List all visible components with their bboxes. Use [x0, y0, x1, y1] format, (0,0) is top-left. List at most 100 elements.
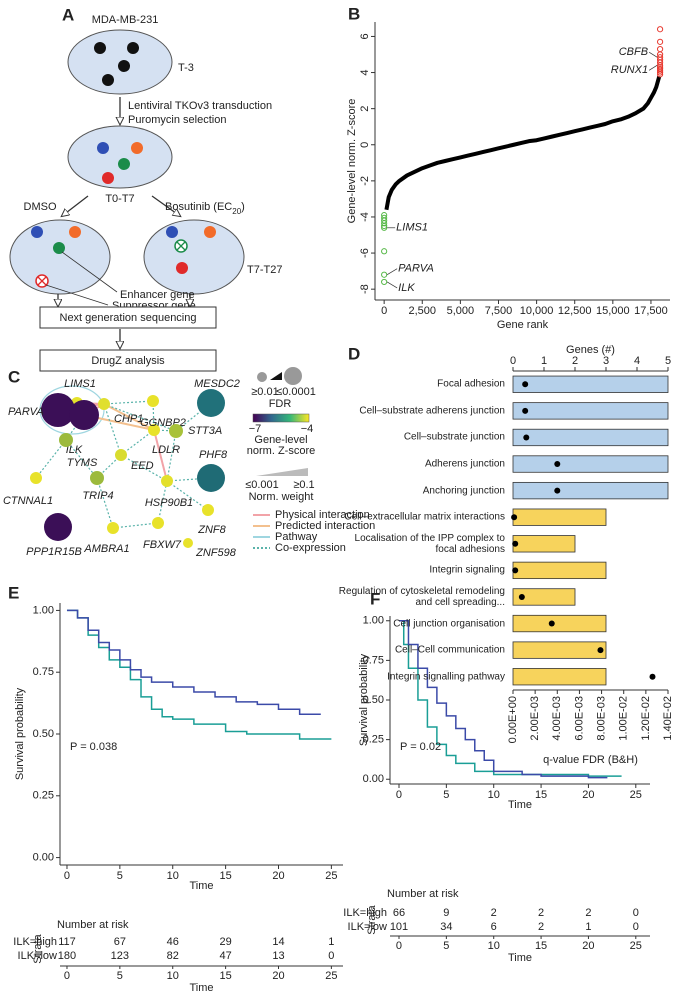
- network-edge: [103, 403, 177, 432]
- annotation-leader: [386, 268, 398, 276]
- network-edge: [96, 477, 114, 529]
- table-tick-label: 25: [325, 970, 337, 982]
- y-tick-label: 2: [359, 106, 371, 112]
- category-label: Adherens junction: [424, 458, 505, 470]
- size-key: [257, 372, 267, 382]
- gene-point: [656, 38, 664, 45]
- network-node: [98, 398, 110, 410]
- network-node: [202, 504, 214, 516]
- colorbar-label: −4: [301, 423, 314, 435]
- p-value: P = 0.038: [70, 741, 117, 753]
- node-label: STT3A: [188, 425, 222, 437]
- gene-point: [381, 224, 388, 231]
- annotation-leader: [648, 51, 658, 58]
- node-label: TRIP4: [82, 490, 113, 502]
- x-tick-label: 12,500: [558, 305, 592, 317]
- x-tick-label: 0: [396, 789, 402, 801]
- cell-population: [143, 219, 245, 295]
- category-label: Localisation of the IPP complex to focal…: [354, 532, 505, 555]
- step-box: [39, 349, 217, 372]
- gene-point: [381, 220, 388, 227]
- category-label: Cell–Cell communication: [394, 644, 505, 656]
- legend-text: ≥0.01: [251, 386, 278, 398]
- y-tick-label: 0.00: [363, 773, 384, 785]
- network-edge: [157, 480, 168, 524]
- network-edge: [166, 480, 209, 511]
- stage-label: T-3: [178, 62, 194, 74]
- fdr-dot: [518, 593, 525, 600]
- table-tick-label: 0: [396, 940, 402, 952]
- category-label: Integrin signalling pathway: [387, 671, 505, 683]
- risk-count: 1: [328, 936, 334, 948]
- arm-label: Bosutinib (EC20): [165, 201, 245, 216]
- strata-label: Strata: [32, 933, 44, 963]
- panel-label: A: [62, 5, 74, 24]
- legend-text: ≤0.001: [245, 479, 279, 491]
- x-tick-label: 10: [488, 789, 500, 801]
- node-label: PPP1R15B: [26, 546, 82, 558]
- node-label: ILK: [66, 444, 83, 456]
- category-label: Cell junction organisation: [393, 618, 505, 630]
- x2-tick-label: 6.00E-03: [573, 696, 585, 741]
- fdr-dot: [649, 673, 656, 680]
- node-label: ZNF598: [195, 547, 237, 559]
- gene-point: [656, 65, 664, 73]
- step-text: Puromycin selection: [128, 114, 226, 126]
- strata-name: ILK=high: [343, 907, 387, 919]
- strata-label: Strata: [366, 904, 378, 934]
- leader: [45, 284, 109, 306]
- x-tick-label: 15: [219, 870, 231, 882]
- x-tick-label: 15,000: [596, 305, 630, 317]
- risk-count: 117: [58, 936, 76, 948]
- p-value: P = 0.02: [400, 741, 441, 753]
- network-node: [115, 449, 127, 461]
- cell: [53, 242, 65, 254]
- annotation: CBFB: [619, 46, 648, 58]
- fdr-dot: [512, 567, 519, 574]
- legend-label: Predicted interaction: [275, 520, 375, 532]
- y-tick-label: 6: [359, 33, 371, 39]
- x-tick-label: 3: [603, 355, 609, 367]
- network-edge: [120, 429, 155, 456]
- x2-tick-label: 1.40E-02: [662, 696, 674, 741]
- bar: [512, 641, 607, 659]
- x-tick-label: 1: [541, 355, 547, 367]
- gene-point: [656, 26, 664, 33]
- gene-point: [656, 45, 664, 53]
- network-node: [197, 389, 225, 417]
- risk-count: 0: [633, 921, 639, 933]
- network-node: [147, 395, 159, 407]
- fdr-dot: [554, 461, 561, 468]
- bar: [512, 535, 576, 553]
- arrow: [62, 195, 89, 216]
- category-label: Integrin signaling: [429, 564, 505, 576]
- node-label: MESDC2: [194, 378, 240, 390]
- x-tick-label: 10,000: [520, 305, 554, 317]
- bar: [512, 481, 669, 500]
- y-axis-label: Survival probability: [358, 653, 370, 746]
- category-label: Focal adhesion: [437, 378, 505, 390]
- size-wedge: [270, 372, 282, 380]
- cell: [118, 60, 130, 72]
- stage-label: T0-T7: [105, 193, 134, 205]
- cell: [69, 226, 81, 238]
- survival-curve: [66, 609, 321, 715]
- gene-point: [381, 271, 388, 278]
- panel-label: F: [370, 589, 380, 608]
- step-text: Lentiviral TKOv3 transduction: [128, 100, 272, 112]
- risk-count: 6: [491, 921, 497, 933]
- y-tick-label: 0.50: [363, 694, 384, 706]
- x-axis-label: Time: [189, 880, 213, 892]
- node-label: PARVA: [8, 406, 44, 418]
- workflow: MDA-MB-231 T-3 Lentiviral TKOv3 transduc…: [9, 14, 282, 372]
- survival-curve: [398, 620, 608, 779]
- x-tick-label: 5: [665, 355, 671, 367]
- legend-label: Pathway: [275, 531, 318, 543]
- node-label: LDLR: [152, 444, 180, 456]
- node-label: HSP90B1: [145, 497, 193, 509]
- cell: [102, 74, 114, 86]
- bar: [512, 375, 669, 393]
- table-tick-label: 0: [64, 970, 70, 982]
- node-label: TYMS: [67, 457, 98, 469]
